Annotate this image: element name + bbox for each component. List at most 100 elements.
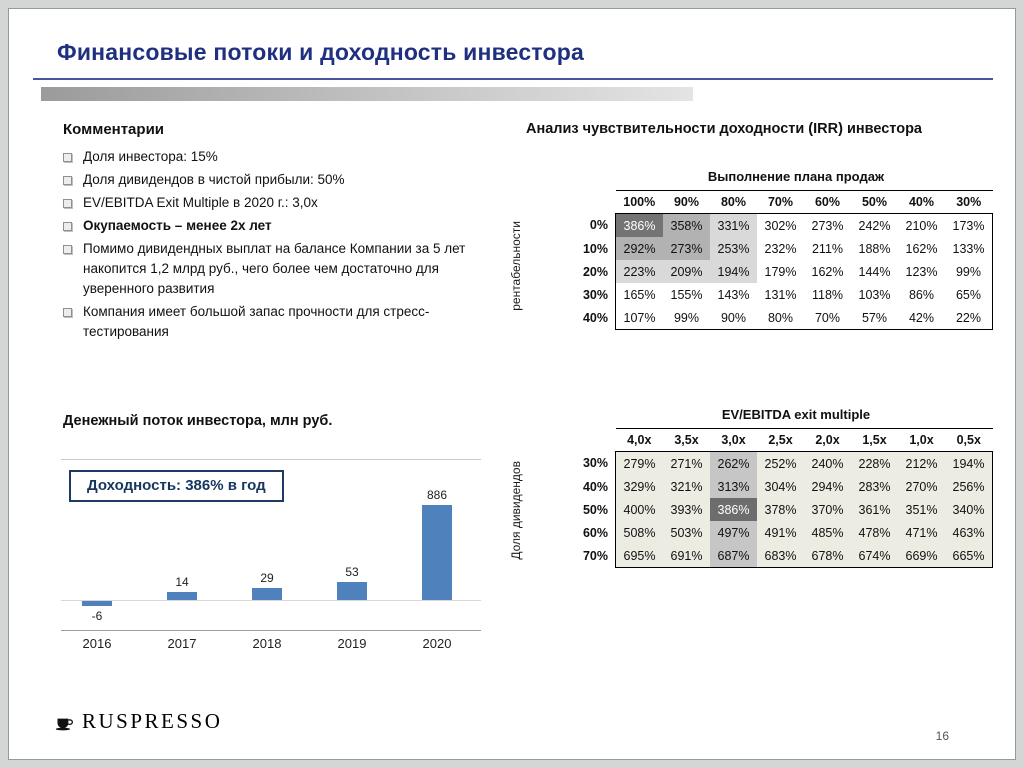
table-cell: 491% <box>757 521 804 544</box>
table-cell: 304% <box>757 475 804 498</box>
table-cell: 678% <box>804 544 851 568</box>
row-header: 0% <box>561 213 616 237</box>
column-header: 40% <box>898 190 945 214</box>
comment-item: Помимо дивидендных выплат на балансе Ком… <box>63 239 477 299</box>
table-cell: 386% <box>710 498 757 521</box>
square-bullet-icon <box>63 222 72 231</box>
bar-value-label: 29 <box>260 571 274 585</box>
comment-item: Доля инвестора: 15% <box>63 147 477 167</box>
table-cell: 497% <box>710 521 757 544</box>
table-cell: 162% <box>811 264 844 279</box>
table-row: 70% 695% 691% 687% 683% 678% 674% 669% 665% <box>561 544 993 568</box>
column-header: 50% <box>851 190 898 214</box>
bar-value-label: 886 <box>426 488 448 502</box>
table-cell: 123% <box>905 264 938 279</box>
table-cell: 695% <box>615 544 663 568</box>
table-cell: 211% <box>811 241 844 256</box>
table-cell: 273% <box>663 237 710 260</box>
slide-title: Финансовые потоки и доходность инвестора <box>57 39 584 65</box>
table-cell: 270% <box>898 475 945 498</box>
square-bullet-icon <box>63 245 72 254</box>
sensitivity-table: 100% 90% 80% 70% 60% 50% 40% 30% 0% 386% 358% 331% 3… <box>561 190 993 330</box>
chart-zero-axis <box>61 600 481 601</box>
chart-annotation-text: Доходность: 386% в год <box>87 477 266 494</box>
chart-bar <box>337 582 367 600</box>
table-cell: 162% <box>905 241 938 256</box>
column-header: 60% <box>804 190 851 214</box>
table-cell: 400% <box>615 498 663 521</box>
column-header: 70% <box>757 190 804 214</box>
table-cell: 313% <box>710 475 757 498</box>
table-cell: 370% <box>804 498 851 521</box>
table-header-row: 100% 90% 80% 70% 60% 50% 40% 30% <box>561 190 993 214</box>
row-header: 70% <box>561 544 616 568</box>
table-cell: 273% <box>811 218 844 233</box>
row-header: 40% <box>561 306 616 330</box>
sensitivity-table: 4,0x 3,5x 3,0x 2,5x 2,0x 1,5x 1,0x 0,5x 30% 279% 2… <box>561 428 993 568</box>
comments-list: Доля инвестора: 15% Доля дивидендов в чис… <box>63 147 477 345</box>
table-cell: 683% <box>757 544 804 568</box>
table-cell: 99% <box>945 260 993 283</box>
table-cell: 144% <box>858 264 891 279</box>
row-header: 30% <box>561 283 616 306</box>
chart-annotation-box: Доходность: 386% в год <box>69 470 284 502</box>
coffee-cup-icon <box>55 718 73 730</box>
bar-value-label: 53 <box>345 565 359 579</box>
comment-text: Помимо дивидендных выплат на балансе Ком… <box>83 241 466 296</box>
bar-value-label: 14 <box>175 575 189 589</box>
table-cell: 485% <box>804 521 851 544</box>
title-divider-line <box>33 78 993 80</box>
table-row: 40% 107% 99% 90% 80% 70% 57% 42% 22% <box>561 306 993 330</box>
table-cell: 210% <box>905 218 938 233</box>
table-corner-cell <box>561 429 616 452</box>
comment-item: Доля дивидендов в чистой прибыли: 50% <box>63 170 477 190</box>
table-cell: 292% <box>615 237 663 260</box>
row-header: 30% <box>561 451 616 475</box>
column-header: 1,5x <box>851 428 898 452</box>
table-cell: 240% <box>804 451 851 475</box>
table-cell: 173% <box>945 213 993 237</box>
table-caption: Выполнение плана продаж <box>707 169 885 184</box>
ruspresso-logo: RUSPRESSO <box>55 709 222 734</box>
table-cell: 386% <box>615 213 663 237</box>
comment-item: Компания имеет большой запас прочности д… <box>63 302 477 342</box>
comment-text: Доля инвестора: 15% <box>83 149 218 164</box>
comment-text: Компания имеет большой запас прочности д… <box>83 304 430 339</box>
table-row: 50% 400% 393% 386% 378% 370% 361% 351% 340% <box>561 498 993 521</box>
chart-bar <box>422 505 452 600</box>
table-cell: 358% <box>663 213 710 237</box>
table-cell: 674% <box>851 544 898 568</box>
table-row: 0% 386% 358% 331% 302% 273% 242% 210% 173% <box>561 213 993 237</box>
table-cell: 252% <box>757 451 804 475</box>
table-cell: 90% <box>710 306 757 330</box>
table-cell: 57% <box>851 306 898 330</box>
table-cell: 179% <box>764 264 797 279</box>
comment-item: EV/EBITDA Exit Multiple в 2020 г.: 3,0x <box>63 193 477 213</box>
table-cell: 107% <box>615 306 663 330</box>
table-cell: 22% <box>945 306 993 330</box>
page-number: 16 <box>935 729 949 743</box>
chart-bottom-axis <box>61 630 481 631</box>
table-cell: 188% <box>858 241 891 256</box>
table-cell: 463% <box>945 521 993 544</box>
comment-text: Доля дивидендов в чистой прибыли: 50% <box>83 172 345 187</box>
table-cell: 133% <box>945 237 993 260</box>
table-cell: 331% <box>710 213 757 237</box>
table-cell: 378% <box>757 498 804 521</box>
row-header: 40% <box>561 475 616 498</box>
table-cell: 212% <box>898 451 945 475</box>
comment-text: EV/EBITDA Exit Multiple в 2020 г.: 3,0x <box>83 195 318 210</box>
table-cell: 143% <box>717 287 750 302</box>
table-cell: 669% <box>898 544 945 568</box>
table-cell: 209% <box>663 260 710 283</box>
table-cell: 155% <box>670 287 703 302</box>
table-cell: 361% <box>851 498 898 521</box>
column-header: 3,5x <box>663 428 710 452</box>
sensitivity-heading: Анализ чувствительности доходности (IRR)… <box>526 121 922 137</box>
chart-title: Денежный поток инвестора, млн руб. <box>63 413 333 429</box>
table-cell: 691% <box>663 544 710 568</box>
column-header: 0,5x <box>945 428 993 452</box>
table-cell: 242% <box>858 218 891 233</box>
column-header: 2,0x <box>804 428 851 452</box>
sensitivity-table-sales-plan: Выполнение плана продаж 100% 90% 80% 70% 60% 5… <box>561 169 993 330</box>
